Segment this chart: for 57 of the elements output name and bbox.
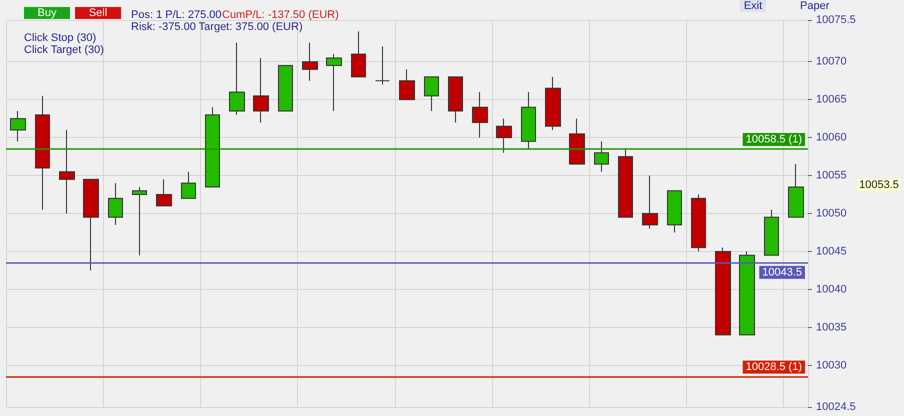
candlestick <box>691 194 706 252</box>
annotation: CumP/L: -137.50 (EUR) <box>222 9 339 21</box>
candlestick <box>10 110 26 142</box>
y-tick-label: 10045 <box>816 245 847 258</box>
candlestick <box>545 76 561 131</box>
y-tick-label: 10035 <box>816 321 847 334</box>
candlestick <box>132 186 147 256</box>
candlestick <box>302 42 318 82</box>
candlestick <box>618 148 633 218</box>
candlestick <box>764 209 779 256</box>
y-tick-label: 10070 <box>816 56 847 68</box>
candlestick <box>448 76 463 123</box>
candlestick <box>667 190 682 233</box>
candlestick <box>399 68 415 100</box>
y-tick-label: 10075.5 <box>816 14 856 26</box>
candlestick <box>715 247 731 336</box>
text: Buy <box>24 7 70 19</box>
ref-line-label: 10028.5 (1) <box>746 361 802 374</box>
candlestick <box>424 76 439 112</box>
ref-line-label: 10058.5 (1) <box>746 134 802 146</box>
candlestick <box>59 130 75 214</box>
candlestick <box>229 42 245 116</box>
annotation: Risk: -375.00 Target: 375.00 (EUR) <box>131 21 303 33</box>
candlestick <box>156 178 172 206</box>
text: Exit <box>740 0 766 12</box>
candlestick <box>205 106 220 188</box>
y-tick-label: 10055 <box>816 170 847 182</box>
candlestick <box>375 46 390 85</box>
candlestick <box>326 54 342 112</box>
text: Sell <box>75 7 121 19</box>
annotation: Click Target (30) <box>24 44 104 56</box>
candlestick <box>642 175 658 230</box>
candlestick <box>83 178 99 271</box>
ref-line-label: 10043.5 <box>762 266 802 278</box>
annotation: Click Stop (30) <box>24 32 96 44</box>
candlestick <box>594 140 609 172</box>
text: Paper <box>800 0 830 12</box>
candlestick <box>569 118 585 165</box>
candlestick <box>108 182 123 226</box>
y-tick-label: 10024.5 <box>816 401 856 413</box>
candlestick <box>788 164 804 218</box>
candlestick <box>278 65 293 112</box>
candlestick <box>351 30 366 78</box>
y-tick-label: 10065 <box>816 94 847 106</box>
text: 10053.5 <box>858 179 900 191</box>
candlestick <box>496 118 512 154</box>
candlestick <box>521 92 536 150</box>
y-tick-label: 10040 <box>816 283 847 296</box>
y-tick-label: 10050 <box>816 208 847 220</box>
candlestick <box>35 95 50 210</box>
candlestick <box>472 92 488 138</box>
candlestick <box>253 57 269 123</box>
candlestick <box>181 171 196 199</box>
candlestick <box>739 250 755 336</box>
annotation: Pos: 1 P/L: 275.00 <box>131 9 222 21</box>
y-tick-label: 10060 <box>816 132 847 144</box>
y-tick-label: 10030 <box>816 359 847 372</box>
